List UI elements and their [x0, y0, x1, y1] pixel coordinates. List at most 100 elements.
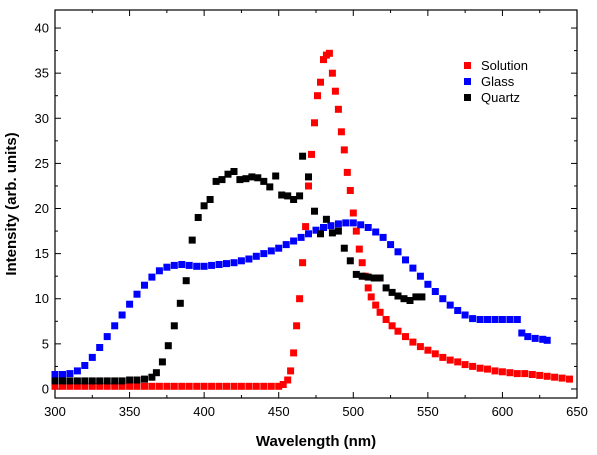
data-point [358, 272, 366, 280]
data-point [416, 272, 424, 280]
y-axis-label: Intensity (arb. units) [3, 132, 20, 275]
data-point [528, 371, 536, 378]
data-point [297, 233, 305, 241]
data-point [388, 322, 396, 330]
data-point [491, 316, 499, 323]
data-point [118, 311, 126, 319]
y-tick-label: 35 [35, 66, 49, 81]
data-point [293, 322, 301, 330]
data-point [314, 92, 321, 100]
data-point [103, 382, 111, 390]
data-point [223, 382, 230, 390]
data-point [416, 343, 424, 351]
data-point [412, 293, 420, 301]
series-glass [51, 219, 551, 378]
data-point [376, 274, 384, 282]
data-point [178, 382, 186, 390]
x-axis-label: Wavelength (nm) [256, 433, 376, 450]
data-point [215, 382, 223, 390]
data-point [236, 176, 244, 184]
data-point [81, 377, 89, 385]
data-point [111, 382, 119, 390]
data-point [424, 280, 432, 288]
data-point [498, 368, 506, 376]
data-point [346, 187, 354, 194]
data-point [543, 336, 551, 344]
x-tick-label: 650 [566, 404, 588, 419]
data-point [454, 358, 462, 366]
data-point [272, 172, 280, 180]
data-point [103, 377, 111, 385]
data-point [317, 230, 324, 238]
legend-label: Solution [481, 58, 528, 73]
data-point [126, 376, 134, 384]
data-point [394, 327, 402, 335]
data-point [439, 353, 447, 361]
data-point [543, 372, 551, 380]
data-point [118, 382, 126, 390]
data-point [254, 174, 262, 182]
data-point [334, 105, 342, 113]
data-point [51, 382, 59, 390]
data-point [409, 264, 417, 272]
data-point [305, 230, 312, 238]
data-point [406, 297, 414, 304]
data-point [402, 256, 409, 264]
data-point [88, 377, 96, 385]
data-point [287, 367, 295, 375]
data-point [212, 177, 220, 185]
series-quartz [51, 152, 426, 385]
data-point [346, 257, 354, 265]
data-point [126, 382, 134, 390]
data-point [513, 316, 521, 323]
y-tick-label: 5 [42, 336, 49, 351]
data-point [66, 377, 74, 385]
data-point [73, 382, 81, 390]
data-point [163, 263, 171, 271]
data-point [370, 274, 378, 282]
data-point [248, 173, 256, 181]
data-point [267, 382, 275, 390]
data-point [343, 168, 351, 176]
data-point [539, 335, 547, 343]
data-point [188, 236, 196, 244]
data-point [322, 215, 330, 223]
data-point [290, 196, 298, 203]
data-point [252, 382, 260, 390]
data-point [73, 367, 81, 375]
data-point [531, 334, 539, 342]
data-point [302, 223, 310, 231]
data-point [103, 333, 111, 341]
data-point [148, 382, 156, 390]
data-point [431, 350, 439, 358]
data-point [96, 344, 104, 351]
data-point [469, 362, 477, 370]
data-point [267, 247, 275, 255]
data-point [230, 168, 238, 175]
data-point [260, 177, 268, 185]
data-point [59, 371, 66, 378]
data-point [152, 369, 160, 377]
data-point [111, 322, 119, 330]
data-point [484, 316, 491, 323]
data-point [320, 224, 327, 231]
data-point [282, 241, 290, 249]
data-point [284, 192, 292, 200]
data-point [158, 358, 166, 366]
data-point [141, 281, 148, 289]
data-point [439, 295, 447, 303]
data-point [279, 381, 287, 388]
data-point [311, 119, 318, 127]
data-point [88, 382, 96, 390]
legend-marker [464, 94, 471, 101]
data-point [51, 371, 59, 378]
data-point [521, 370, 529, 378]
data-point [328, 69, 336, 77]
data-point [51, 377, 59, 385]
legend-marker [464, 62, 471, 69]
data-point [296, 295, 304, 303]
data-point [299, 152, 307, 160]
data-point [81, 382, 89, 390]
data-point [305, 182, 312, 190]
